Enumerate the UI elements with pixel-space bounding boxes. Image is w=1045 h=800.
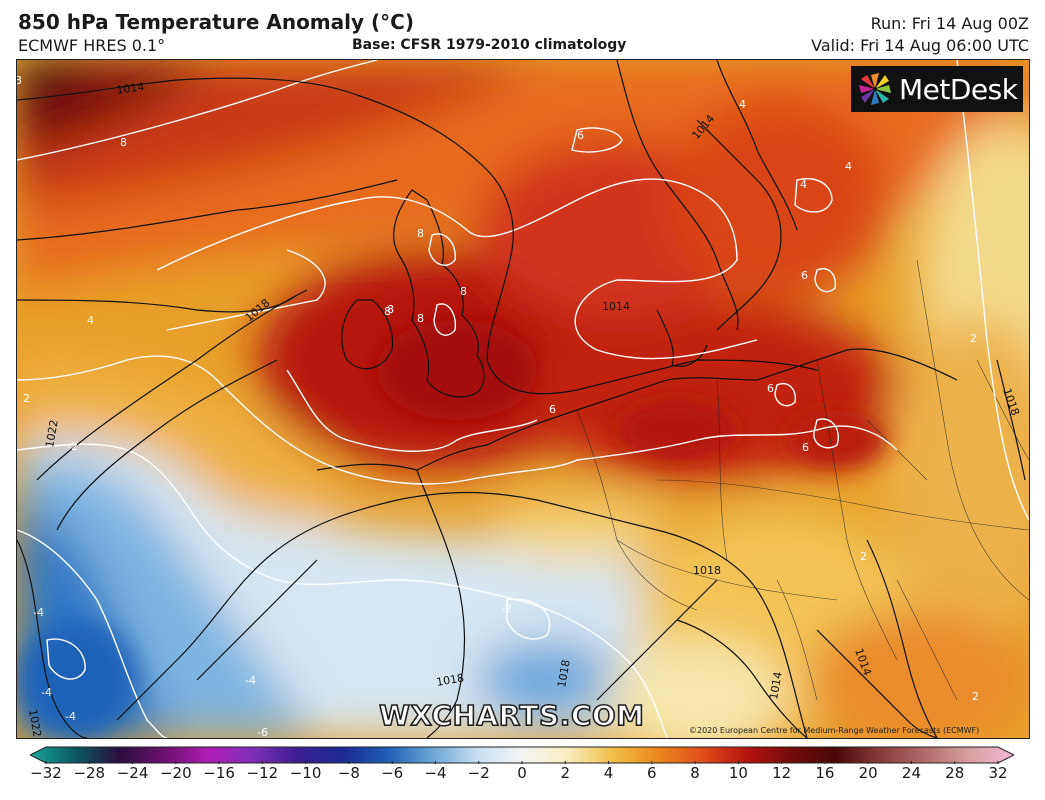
anomaly-label: 2: [860, 550, 867, 563]
colorbar-tick-label: 6: [647, 764, 657, 782]
colorbar-tick-label: −20: [159, 764, 192, 782]
anomaly-label: 8: [120, 136, 127, 149]
anomaly-label: -4: [33, 606, 44, 619]
anomaly-contours: [17, 60, 1029, 738]
anomaly-label: -4: [41, 686, 52, 699]
metdesk-pinwheel-icon: [859, 73, 891, 105]
anomaly-label: 2: [970, 332, 977, 345]
anomaly-label: 6: [802, 441, 809, 454]
anomaly-label: 2: [972, 690, 979, 703]
isobars: [17, 77, 1026, 738]
colorbar-tick-label: −24: [116, 764, 149, 782]
anomaly-label: -4: [65, 710, 76, 723]
colorbar-ticks: −32 −28 −24 −20 −16 −12 −10 −8 −6 −4 −2 0 2 4 6 8 10 12 16…: [0, 764, 1045, 792]
colorbar-body: [30, 746, 1014, 764]
colorbar-tick-label: 32: [988, 764, 1008, 782]
anomaly-label: 8: [387, 303, 394, 316]
isobar-label: 1014: [602, 300, 630, 313]
anomaly-label: 4: [845, 160, 852, 173]
anomaly-label: 6: [767, 382, 774, 395]
isobar-labels: 1014 1018 1014 1014 1018 1022 1018 1018 …: [26, 80, 1022, 738]
colorbar-tick-label: −16: [203, 764, 235, 782]
colorbar-tick-label: 10: [728, 764, 748, 782]
isobar-label: 1022: [43, 419, 61, 449]
anomaly-label: 6: [801, 269, 808, 282]
colorbar-tick-label: 28: [945, 764, 965, 782]
base-climatology-label: Base: CFSR 1979-2010 climatology: [352, 37, 627, 53]
anomaly-label: -6: [257, 726, 268, 738]
isobar-label: 1014: [116, 80, 146, 97]
anomaly-label: 4: [87, 314, 94, 327]
anomaly-label: 4: [739, 98, 746, 111]
isobar-label: 1022: [26, 708, 44, 738]
isobar-label: 1014: [767, 671, 785, 701]
anomaly-label: 2: [23, 392, 30, 405]
model-label: ECMWF HRES 0.1°: [18, 36, 166, 55]
isobar-label: 1018: [555, 659, 573, 689]
anomaly-label: 8: [417, 227, 424, 240]
country-borders: [576, 259, 1029, 701]
anomaly-label: -2: [501, 602, 512, 615]
anomaly-label: -4: [245, 674, 256, 687]
anomaly-label: 8: [384, 305, 391, 318]
copyright-notice: ©2020 European Centre for Medium-Range W…: [689, 726, 980, 735]
run-time-label: Run: Fri 14 Aug 00Z: [870, 14, 1029, 33]
metdesk-logo: MetDesk: [851, 66, 1023, 112]
colorbar-tick-label: 16: [815, 764, 835, 782]
colorbar-tick-label: −4: [424, 764, 447, 782]
colorbar-tick-label: −28: [73, 764, 106, 782]
anomaly-label: 3: [17, 74, 22, 87]
isobar-label: 1018: [693, 564, 721, 577]
coastlines: [316, 60, 958, 738]
colorbar-tick-label: −10: [289, 764, 322, 782]
colorbar-tick-label: 12: [772, 764, 792, 782]
chart-title: 850 hPa Temperature Anomaly (°C): [18, 10, 414, 34]
colorbar-tick-label: −32: [30, 764, 62, 782]
anomaly-label: -2: [67, 440, 78, 453]
colorbar-tick-label: −12: [246, 764, 279, 782]
colorbar-tick-label: 4: [603, 764, 614, 782]
anomaly-label: 4: [800, 178, 807, 191]
colorbar-tick-label: 2: [560, 764, 571, 782]
wxcharts-watermark: WXCHARTS.COM: [378, 698, 645, 733]
isobar-label: 1018: [435, 671, 465, 689]
anomaly-label: 8: [417, 312, 424, 325]
metdesk-logo-text: MetDesk: [899, 72, 1018, 106]
anomaly-label: 6: [577, 129, 584, 142]
colorbar-tick-label: 8: [690, 764, 700, 782]
anomaly-label: 6: [549, 403, 556, 416]
anomaly-labels: 8 8 6 8 8 8 8 6 6 6 6 4 4 4 4 2 2 -2 -2 …: [17, 74, 979, 738]
valid-time-label: Valid: Fri 14 Aug 06:00 UTC: [811, 36, 1029, 55]
anomaly-label: 8: [460, 285, 467, 298]
colorbar-tick-label: −8: [337, 764, 360, 782]
colorbar-tick-label: −6: [381, 764, 404, 782]
anomaly-map: 1014 1018 1014 1014 1018 1022 1018 1018 …: [16, 59, 1030, 739]
map-canvas: 1014 1018 1014 1014 1018 1022 1018 1018 …: [17, 60, 1029, 738]
colorbar-tick-label: 20: [858, 764, 878, 782]
colorbar-tick-label: 24: [901, 764, 921, 782]
colorbar: [30, 746, 1014, 764]
colorbar-tick-label: 0: [517, 764, 527, 782]
colorbar-tick-label: −2: [467, 764, 490, 782]
